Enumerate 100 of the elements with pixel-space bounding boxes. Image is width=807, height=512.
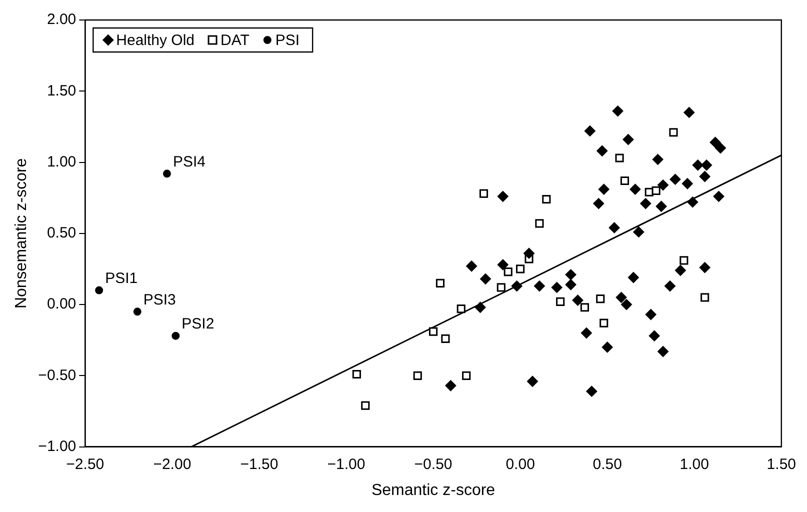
point	[699, 262, 710, 274]
x-tick-label: 1.50	[766, 456, 796, 473]
point	[710, 136, 721, 148]
point	[580, 303, 589, 312]
point	[462, 371, 471, 380]
point	[602, 342, 613, 353]
point	[596, 294, 605, 304]
point	[682, 178, 693, 190]
point	[535, 219, 544, 228]
point	[608, 222, 620, 234]
point	[615, 154, 624, 162]
point	[162, 170, 171, 178]
y-tick-label: 0.50	[46, 224, 76, 242]
point	[172, 332, 180, 340]
point	[692, 160, 704, 171]
point	[714, 142, 726, 154]
point	[497, 259, 508, 270]
point	[586, 386, 598, 397]
point	[480, 273, 491, 284]
annotation: PSI1	[105, 270, 138, 287]
point	[674, 264, 686, 276]
x-tick-label: 0.00	[506, 456, 535, 473]
point	[526, 376, 538, 387]
point	[700, 293, 710, 302]
point	[648, 330, 660, 342]
point	[652, 154, 664, 165]
point	[620, 176, 630, 186]
point	[669, 128, 678, 137]
point	[511, 280, 522, 292]
point	[496, 283, 506, 292]
annotation: PSI2	[182, 315, 214, 332]
point	[584, 125, 596, 136]
x-tick-label: −1.50	[240, 456, 278, 473]
x-tick-label: −0.50	[414, 456, 452, 473]
y-tick-label: 2.00	[46, 11, 76, 28]
point	[600, 318, 608, 328]
annotation: PSI3	[143, 291, 176, 308]
point	[542, 194, 551, 204]
legend-label: PSI	[275, 32, 300, 50]
x-tick-label: −2.00	[153, 456, 192, 473]
point	[565, 269, 576, 280]
x-tick-label: 0.50	[592, 456, 622, 473]
point	[687, 196, 698, 208]
point	[640, 198, 652, 210]
point	[616, 292, 627, 303]
y-tick-label: −0.50	[38, 366, 76, 384]
point	[456, 304, 466, 314]
point	[593, 198, 604, 210]
point	[352, 370, 361, 379]
point	[684, 106, 695, 118]
y-tick-label: 0.00	[46, 296, 76, 313]
legend-label: DAT	[220, 32, 250, 50]
point	[680, 256, 688, 265]
point	[656, 200, 667, 212]
point	[445, 380, 456, 392]
point	[361, 401, 370, 410]
x-tick-label: 1.00	[680, 456, 709, 473]
point	[524, 248, 535, 259]
point	[504, 268, 512, 276]
point	[516, 264, 525, 274]
point	[436, 278, 445, 288]
point	[633, 226, 644, 238]
point	[628, 272, 639, 284]
point	[612, 106, 624, 117]
point	[652, 186, 660, 196]
point	[466, 260, 478, 272]
point	[95, 286, 104, 294]
point	[596, 145, 608, 156]
point	[658, 346, 669, 357]
x-tick-label: −1.00	[327, 456, 366, 473]
x-axis-title: Semantic z-score	[371, 482, 496, 499]
point	[565, 279, 576, 290]
point	[580, 327, 592, 338]
point	[556, 297, 565, 306]
point	[428, 327, 438, 336]
point	[497, 190, 508, 202]
point	[413, 371, 422, 380]
point	[645, 308, 656, 320]
point	[441, 334, 450, 343]
annotation: PSI4	[172, 153, 206, 170]
point	[479, 189, 488, 198]
point	[598, 184, 610, 195]
point	[572, 294, 584, 306]
point	[622, 134, 634, 146]
point	[474, 302, 486, 313]
point	[133, 308, 142, 316]
legend-label: Healthy Old	[116, 32, 195, 50]
y-tick-label: 1.50	[46, 82, 76, 100]
y-tick-label: −1.00	[38, 438, 76, 455]
point	[630, 184, 641, 195]
point	[620, 299, 632, 310]
x-tick-label: −2.50	[66, 456, 104, 473]
point	[699, 170, 710, 182]
point	[551, 282, 562, 293]
point	[658, 180, 669, 191]
point	[664, 280, 676, 292]
y-axis-title: Nonsemantic z-score	[13, 158, 30, 309]
point	[701, 160, 712, 171]
y-tick-label: 1.00	[46, 153, 76, 170]
point	[670, 174, 681, 185]
